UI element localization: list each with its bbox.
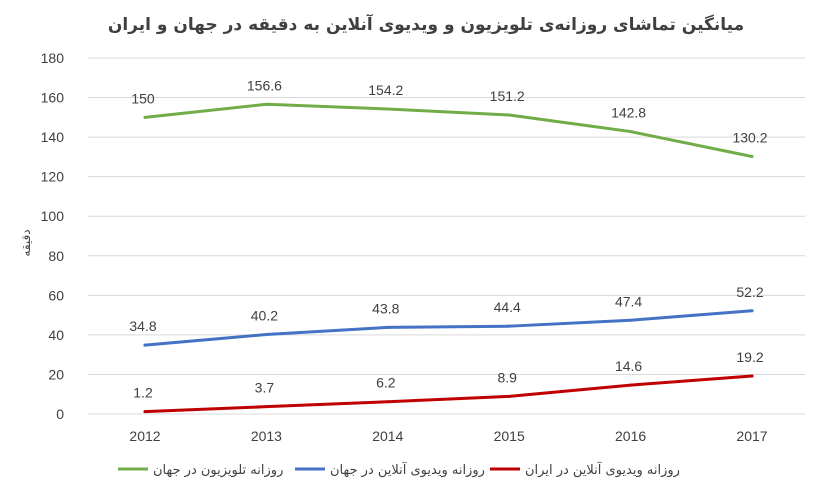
data-point — [264, 102, 268, 106]
data-label: 44.4 — [494, 299, 521, 315]
data-point — [750, 374, 754, 378]
data-label: 154.2 — [368, 82, 403, 98]
data-point — [143, 343, 147, 347]
y-tick-label: 20 — [48, 366, 64, 382]
y-tick-label: 100 — [41, 208, 65, 224]
data-point — [507, 113, 511, 117]
y-axis-title: دقیقه — [19, 229, 33, 256]
data-label: 40.2 — [251, 307, 278, 323]
series-lines — [143, 102, 754, 414]
y-tick-label: 60 — [48, 287, 64, 303]
legend-label-0: روزانه تلویزیون در جهان — [153, 463, 283, 478]
data-point — [629, 318, 633, 322]
y-tick-label: 40 — [48, 327, 64, 343]
data-label: 130.2 — [732, 129, 767, 145]
data-point — [750, 154, 754, 158]
data-labels: 150 156.6 154.2 151.2 142.8 130.2 34.8 40.2 43.8… — [129, 77, 767, 400]
data-label: 34.8 — [129, 318, 156, 334]
data-point — [629, 383, 633, 387]
data-point — [507, 324, 511, 328]
data-label: 1.2 — [133, 385, 153, 401]
series-line-1 — [143, 309, 754, 347]
data-point — [750, 309, 754, 313]
data-label: 43.8 — [372, 300, 399, 316]
data-point — [386, 325, 390, 329]
x-tick-label: 2015 — [494, 428, 525, 444]
data-label: 47.4 — [615, 293, 642, 309]
series-line-0 — [143, 102, 754, 158]
chart-title: میانگین تماشای روزانه‌ی تلویزیون و ویدیو… — [108, 13, 744, 35]
legend-label-1: روزانه ویدیوی آنلاین در جهان — [330, 461, 485, 478]
data-label: 150 — [131, 90, 155, 106]
data-point — [629, 130, 633, 134]
y-tick-label: 80 — [48, 248, 64, 264]
data-label: 52.2 — [736, 284, 763, 300]
data-point — [264, 405, 268, 409]
data-label: 19.2 — [736, 349, 763, 365]
data-point — [386, 107, 390, 111]
y-tick-label: 120 — [41, 169, 65, 185]
data-point — [507, 394, 511, 398]
series-line-2 — [143, 374, 754, 414]
data-label: 14.6 — [615, 358, 642, 374]
x-tick-label: 2014 — [372, 428, 403, 444]
gridlines — [88, 57, 805, 415]
data-point — [386, 400, 390, 404]
legend-label-2: روزانه ویدیوی آنلاین در ایران — [525, 461, 680, 478]
data-label: 151.2 — [490, 88, 525, 104]
y-tick-label: 0 — [56, 406, 64, 422]
y-tick-label: 140 — [41, 129, 65, 145]
x-tick-label: 2017 — [736, 428, 767, 444]
data-label: 8.9 — [497, 369, 517, 385]
data-point — [264, 332, 268, 336]
data-label: 142.8 — [611, 105, 646, 121]
y-tick-label: 160 — [41, 90, 65, 106]
data-label: 6.2 — [376, 375, 396, 391]
x-tick-label: 2012 — [129, 428, 160, 444]
y-tick-label: 180 — [41, 50, 65, 66]
data-label: 3.7 — [255, 380, 275, 396]
data-label: 156.6 — [247, 77, 282, 93]
y-axis-ticks: 0 20 40 60 80 100 120 140 160 180 — [41, 50, 65, 422]
x-tick-label: 2016 — [615, 428, 646, 444]
legend: روزانه تلویزیون در جهان روزانه ویدیوی آنل… — [118, 461, 680, 478]
x-tick-label: 2013 — [251, 428, 282, 444]
data-point — [143, 410, 147, 414]
data-point — [143, 115, 147, 119]
x-axis-ticks: 2012 2013 2014 2015 2016 2017 — [129, 428, 767, 444]
